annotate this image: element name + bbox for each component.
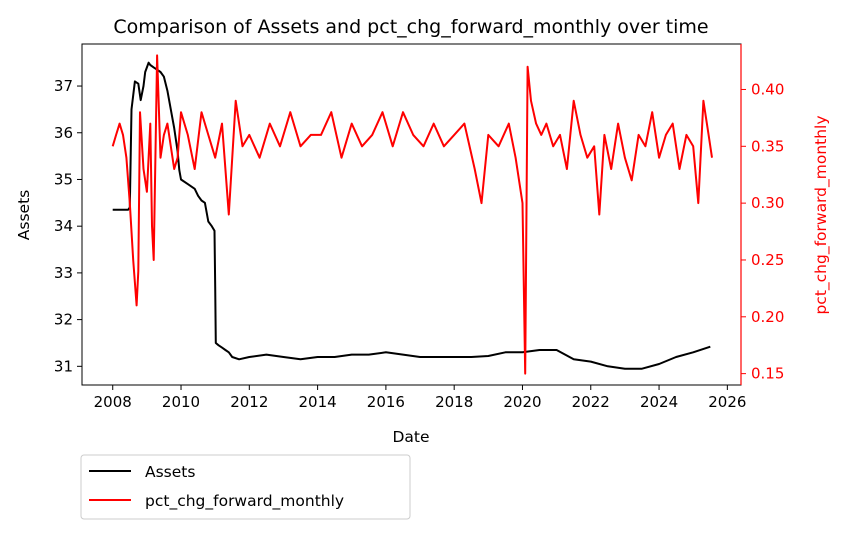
pct-line-layer [111,54,713,375]
y-tick-label: 35 [54,170,73,188]
x-tick-label: 2024 [640,393,678,411]
x-tick-label: 2020 [503,393,541,411]
x-axis: 2008 2010 2012 2014 2016 2018 2020 2022 2024 2026 [94,385,746,411]
y2-axis-title: pct_chg_forward_monthly [812,115,831,314]
series-line-assets [112,61,711,370]
y-axis-title: Assets [15,190,33,240]
y2-tick-label: 0.20 [751,308,784,326]
plot-frame [81,43,742,386]
x-tick-label: 2022 [572,393,610,411]
y-tick-label: 36 [54,124,73,142]
x-axis-title: Date [392,428,429,446]
y-tick-label: 34 [54,217,73,235]
plot-area [81,43,742,386]
x-tick-label: 2026 [708,393,746,411]
x-tick-label: 2018 [435,393,473,411]
y-axis-right: 0.15 0.20 0.25 0.30 0.35 0.40 [741,80,784,383]
x-tick-label: 2008 [94,393,132,411]
y-tick-label: 32 [54,311,73,329]
x-tick-label: 2010 [162,393,200,411]
y2-tick-label: 0.15 [751,365,784,383]
y2-tick-label: 0.40 [751,80,784,98]
x-tick-label: 2012 [230,393,268,411]
y2-tick-label: 0.35 [751,137,784,155]
x-tick-label: 2014 [299,393,337,411]
assets-line-layer [112,61,711,370]
y-axis-left: 31 32 33 34 35 36 37 [54,77,82,375]
y2-tick-label: 0.25 [751,251,784,269]
legend-label-assets: Assets [145,463,195,481]
chart-title: Comparison of Assets and pct_chg_forward… [113,16,708,38]
y-tick-label: 33 [54,264,73,282]
y-tick-label: 37 [54,77,73,95]
y-tick-label: 31 [54,357,73,375]
legend-box [80,454,411,520]
x-tick-label: 2016 [367,393,405,411]
legend: Assets pct_chg_forward_monthly [80,454,411,520]
y2-tick-label: 0.30 [751,194,784,212]
legend-label-pct: pct_chg_forward_monthly [145,492,344,511]
series-line-pct-chg-forward-monthly [111,54,713,375]
